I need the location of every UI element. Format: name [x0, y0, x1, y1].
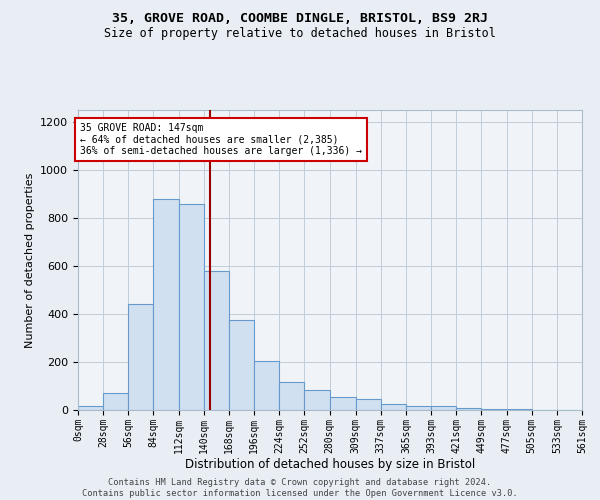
Bar: [481, 409, 506, 410]
Bar: [456, 408, 481, 410]
Y-axis label: Number of detached properties: Number of detached properties: [25, 172, 35, 348]
Bar: [406, 406, 431, 410]
Bar: [381, 404, 406, 410]
Bar: [431, 406, 456, 410]
Bar: [128, 304, 154, 410]
Bar: [356, 399, 381, 410]
Bar: [78, 406, 103, 410]
Bar: [304, 390, 329, 410]
Bar: [279, 382, 304, 410]
Text: 35, GROVE ROAD, COOMBE DINGLE, BRISTOL, BS9 2RJ: 35, GROVE ROAD, COOMBE DINGLE, BRISTOL, …: [112, 12, 488, 26]
Bar: [229, 320, 254, 410]
Bar: [254, 361, 279, 410]
Text: 35 GROVE ROAD: 147sqm
← 64% of detached houses are smaller (2,385)
36% of semi-d: 35 GROVE ROAD: 147sqm ← 64% of detached …: [80, 123, 362, 156]
X-axis label: Distribution of detached houses by size in Bristol: Distribution of detached houses by size …: [185, 458, 475, 471]
Bar: [329, 397, 356, 410]
Bar: [179, 204, 204, 410]
Text: Contains HM Land Registry data © Crown copyright and database right 2024.
Contai: Contains HM Land Registry data © Crown c…: [82, 478, 518, 498]
Text: Size of property relative to detached houses in Bristol: Size of property relative to detached ho…: [104, 28, 496, 40]
Bar: [103, 393, 128, 410]
Bar: [154, 199, 179, 410]
Bar: [204, 271, 229, 410]
